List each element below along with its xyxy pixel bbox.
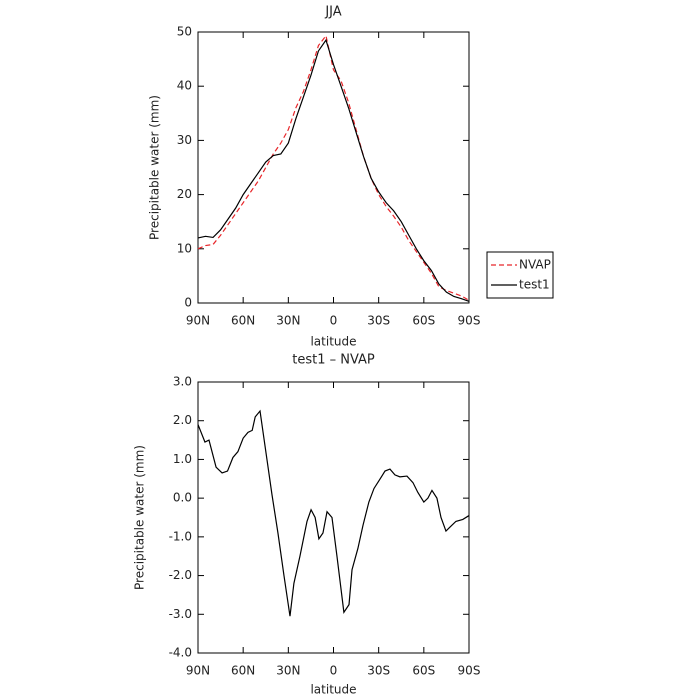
x-tick-label: 30N — [276, 664, 300, 678]
y-tick-label: -2.0 — [169, 568, 192, 582]
x-tick-label: 90N — [186, 314, 210, 328]
y-tick-label: 30 — [177, 133, 192, 147]
x-tick-label: 60S — [412, 664, 435, 678]
x-axis-label: latitude — [310, 335, 356, 349]
x-tick-label: 30S — [367, 314, 390, 328]
y-tick-label: 50 — [177, 25, 192, 39]
legend-box — [486, 251, 554, 299]
chart-title: JJA — [324, 5, 341, 20]
y-tick-label: 20 — [177, 187, 192, 201]
y-tick-label: -3.0 — [169, 607, 192, 621]
x-tick-label: 90S — [458, 314, 481, 328]
x-tick-label: 30S — [367, 664, 390, 678]
legend-label: NVAP — [519, 258, 551, 272]
y-tick-label: 0 — [184, 296, 192, 310]
x-tick-label: 90N — [186, 664, 210, 678]
data-line — [197, 38, 470, 302]
y-tick-label: -4.0 — [169, 646, 192, 660]
x-tick-label: 60N — [231, 664, 255, 678]
chart-title: test1 – NVAP — [292, 353, 375, 368]
x-tick-label: 0 — [330, 664, 338, 678]
x-tick-label: 30N — [276, 314, 300, 328]
legend-label: test1 — [519, 278, 550, 292]
data-line — [197, 409, 470, 617]
y-tick-label: 2.0 — [173, 413, 192, 427]
y-tick-label: -1.0 — [169, 529, 192, 543]
plot-frame — [197, 381, 470, 654]
y-tick-label: 10 — [177, 241, 192, 255]
y-axis-label: Precipitable water (mm) — [133, 445, 147, 590]
x-tick-label: 60N — [231, 314, 255, 328]
x-axis-label: latitude — [310, 683, 356, 697]
y-tick-label: 3.0 — [173, 375, 192, 389]
x-tick-label: 0 — [330, 314, 338, 328]
plot-frame — [197, 31, 470, 304]
data-line — [197, 34, 470, 301]
x-tick-label: 60S — [412, 314, 435, 328]
y-tick-label: 0.0 — [173, 491, 192, 505]
x-tick-label: 90S — [458, 664, 481, 678]
y-tick-label: 40 — [177, 79, 192, 93]
y-axis-label: Precipitable water (mm) — [148, 95, 162, 240]
y-tick-label: 1.0 — [173, 452, 192, 466]
